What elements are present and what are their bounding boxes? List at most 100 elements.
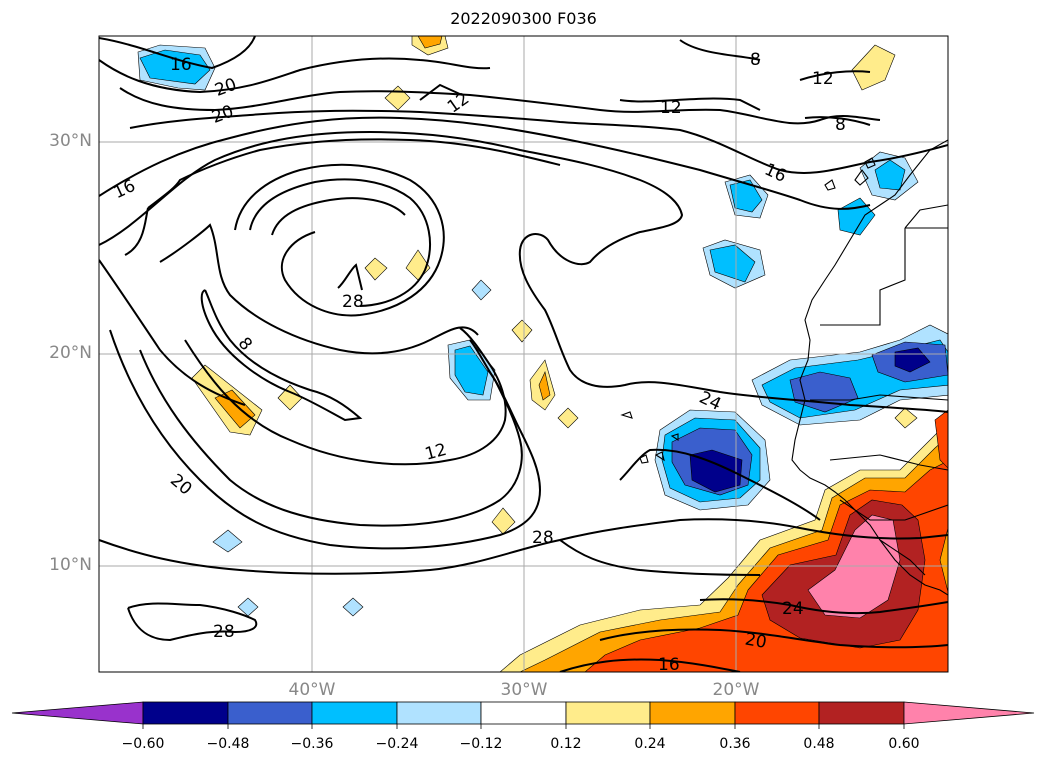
map-frame	[98, 35, 949, 673]
colorbar-bin	[311, 701, 398, 725]
contour-label: 12	[660, 98, 682, 118]
contour-12-spiral	[184, 327, 507, 466]
contour-8-c	[799, 70, 871, 81]
border-3	[904, 204, 948, 229]
colorbar-extend-low	[11, 701, 144, 725]
contour-spiral-4	[159, 223, 479, 355]
colorbar-bin	[649, 701, 736, 725]
colorbar-bin	[565, 701, 651, 725]
pos-anomaly-6	[511, 319, 533, 343]
colorbar-tick-label: 0.36	[719, 736, 751, 752]
neg-anomaly-nw-core	[139, 49, 211, 85]
colorbar-tick-label: 0.48	[803, 736, 835, 752]
contour-8-b	[679, 39, 761, 61]
border-4	[810, 394, 948, 401]
contour-16	[99, 116, 871, 210]
colorbar-extend-high	[903, 701, 1035, 725]
colorbar	[11, 701, 1035, 729]
lon-label-30w: 30°W	[500, 680, 548, 700]
contour-outer-south	[109, 329, 542, 550]
contour-label: 28	[342, 292, 364, 312]
contour-8-a	[804, 116, 871, 126]
pos-anomaly-11	[491, 507, 516, 535]
canary-1	[824, 179, 836, 191]
map-panel: 16 20 20 12 12 8 12 8 16 16 28 8 12 20 2…	[99, 36, 948, 675]
neg-anomaly-cv-4	[689, 449, 743, 493]
contour-12-a	[419, 83, 463, 101]
colorbar-tick-label: 0.60	[888, 736, 920, 752]
pos-anomaly-10	[557, 407, 579, 429]
colorbar-ticks	[142, 724, 905, 729]
canary-2	[854, 169, 869, 186]
lat-label-10n: 10°N	[49, 555, 92, 575]
neg-anomaly-2-core	[709, 244, 756, 283]
contour-inner-1	[234, 163, 445, 317]
neg-anomaly-ne2	[837, 197, 876, 236]
colorbar-bin	[396, 701, 482, 725]
contour-south-2	[559, 539, 761, 576]
colorbar-bin	[480, 701, 567, 725]
colorbar-bin	[227, 701, 313, 725]
contour-label: 8	[835, 115, 846, 135]
contour-28	[337, 263, 363, 291]
colorbar-tick-label: −0.24	[375, 736, 419, 752]
contour-north-2	[99, 57, 491, 94]
neg-anomaly-1-core	[729, 179, 763, 213]
colorbar-tick-label: 0.24	[634, 736, 666, 752]
pos-anomaly-12	[894, 407, 918, 429]
contour-label: 20	[743, 629, 768, 652]
colorbar-bin	[734, 701, 820, 725]
contour-16-south	[559, 658, 741, 672]
contour-north-1	[99, 36, 256, 70]
contour-label: 28	[213, 622, 235, 642]
lon-label-20w: 20°W	[712, 680, 760, 700]
contour-label: 28	[532, 528, 554, 548]
contour-spiral-2	[147, 138, 561, 209]
contour-spiral-3	[124, 207, 149, 256]
pos-anomaly-south-6	[934, 409, 948, 469]
neg-anomaly-small-3	[237, 597, 259, 617]
contour-inner-3	[271, 197, 406, 236]
contour-south-1	[99, 518, 948, 575]
contour-spiral-outer	[99, 130, 948, 413]
colorbar-tick-label: 0.12	[550, 736, 582, 752]
border-6	[839, 499, 948, 521]
border-2	[820, 228, 906, 326]
pos-anomaly-8-core	[214, 389, 256, 429]
contour-24-south	[699, 598, 948, 615]
cape-verde-3	[654, 451, 665, 462]
canary-3	[864, 157, 876, 169]
neg-anomaly-ne-core	[874, 159, 906, 191]
neg-anomaly-small-4	[342, 597, 364, 617]
cape-verde-2	[639, 454, 649, 464]
contour-label: 12	[812, 69, 834, 89]
contour-north-3	[119, 87, 881, 125]
map-title: 2022090300 F036	[450, 9, 597, 28]
contour-label: 16	[658, 655, 680, 675]
contour-spiral-5	[99, 259, 246, 406]
contour-20-south	[599, 628, 948, 649]
contour-north-4	[129, 109, 948, 174]
colorbar-tick-label: −0.12	[459, 736, 503, 752]
contour-inner-loop	[200, 289, 363, 422]
contour-28-south	[619, 448, 821, 521]
contour-label: 16	[170, 55, 192, 75]
colorbar-bin	[142, 701, 229, 725]
colorbar-tick-label: −0.48	[206, 736, 250, 752]
cape-verde-1	[620, 411, 633, 419]
contour-label: 24	[782, 599, 804, 619]
border-7	[879, 539, 926, 576]
pos-anomaly-7-core	[538, 371, 551, 401]
coastlines	[620, 139, 948, 596]
neg-anomaly-3-core	[454, 345, 489, 396]
contour-label: 8	[750, 50, 761, 70]
lon-label-40w: 40°W	[288, 680, 336, 700]
contour-south-3	[127, 602, 258, 642]
contour-lines	[99, 36, 948, 672]
neg-anomaly-small-1	[212, 529, 243, 553]
neg-anomaly-small-2	[471, 279, 492, 301]
pos-anomaly-3	[851, 44, 896, 91]
contour-12-b	[619, 97, 761, 111]
pos-anomaly-4	[364, 257, 388, 281]
